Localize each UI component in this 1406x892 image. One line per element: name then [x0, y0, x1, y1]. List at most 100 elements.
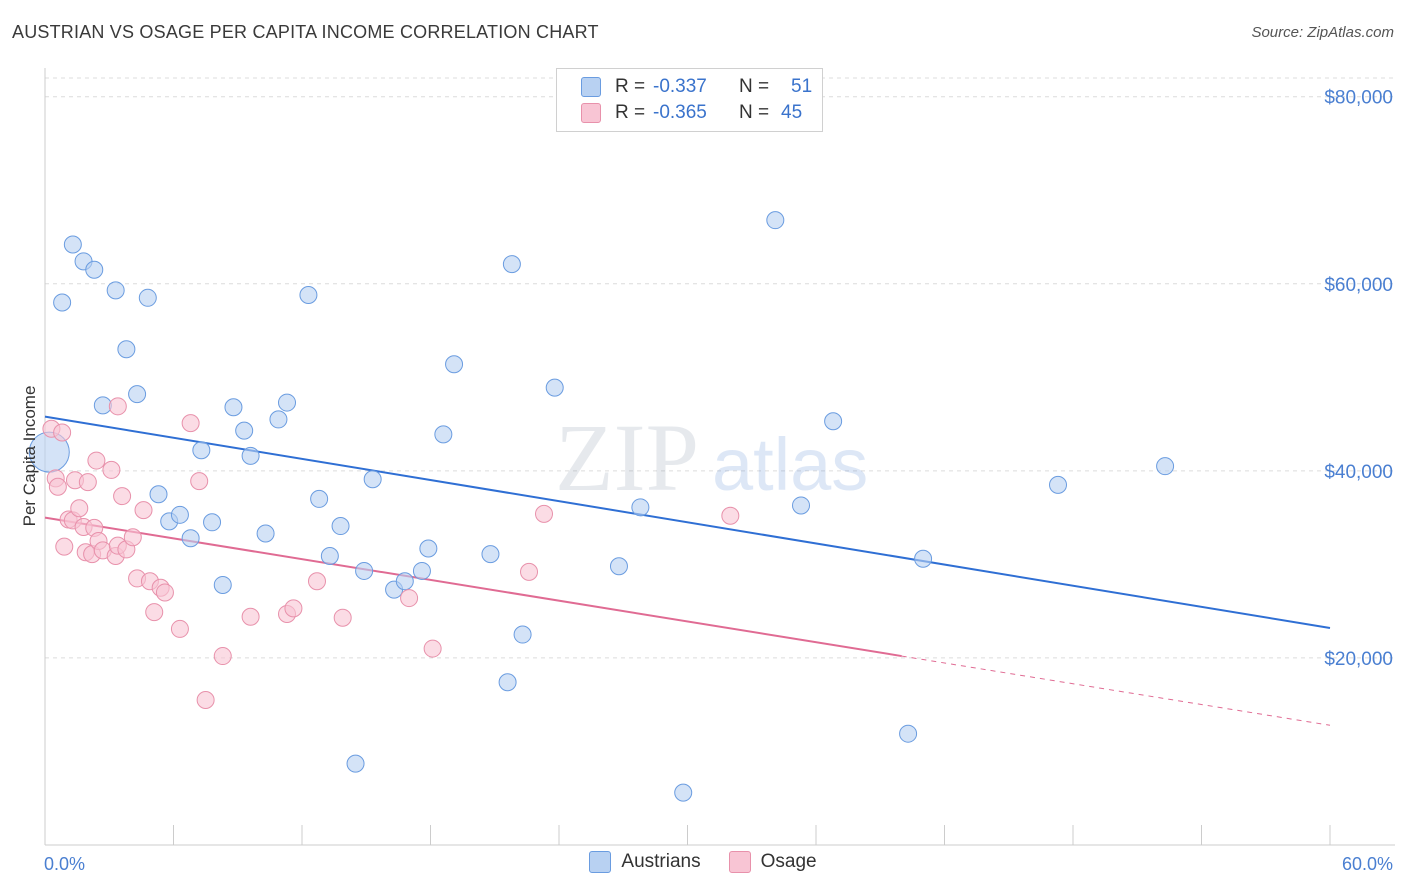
axis-labels: $20,000 $40,000 $60,000 $80,000 0.0% 60.0% Per… [20, 88, 1393, 874]
r-label: R = [615, 76, 646, 97]
austrians-point [320, 546, 339, 565]
source-label: Source: ZipAtlas.com [1251, 24, 1394, 41]
y-tick-label: $20,000 [1324, 649, 1393, 670]
osage-point [196, 691, 215, 710]
austrians-point [513, 625, 532, 644]
gridlines [45, 77, 1395, 659]
austrians-point [63, 235, 82, 254]
y-tick-label: $60,000 [1324, 275, 1393, 296]
osage-point [520, 562, 539, 581]
osage-point [48, 477, 67, 496]
austrians-point [128, 385, 147, 404]
osage-point [102, 460, 121, 479]
series-legend: Austrians Osage [0, 851, 1406, 873]
austrians-point [299, 286, 318, 305]
austrians-point [256, 524, 275, 543]
austrians-point [498, 673, 517, 692]
osage-point [78, 473, 97, 492]
austrians-point [269, 410, 288, 429]
n-value: 51 [791, 76, 813, 97]
austrians-point [224, 398, 243, 417]
osage-point [400, 589, 419, 608]
x-tick-label-min: 0.0% [44, 854, 85, 874]
legend-row-austrians: R = -0.337 N = 51 [581, 74, 812, 100]
osage-point [284, 599, 303, 618]
austrians-point [53, 293, 72, 312]
legend-row-osage: R = -0.365 N = 45 [581, 100, 802, 126]
chart-title: AUSTRIAN VS OSAGE PER CAPITA INCOME CORR… [12, 22, 599, 42]
osage-point [55, 537, 74, 556]
osage-legend-swatch [728, 851, 751, 873]
osage-point [87, 451, 106, 470]
austrians-trend-line [44, 415, 1331, 629]
austrians-point [445, 355, 464, 374]
osage-point [155, 583, 174, 602]
austrians-point [481, 545, 500, 564]
osage-trend-extension [901, 655, 1331, 726]
r-label: R = [615, 102, 646, 123]
osage-point [213, 647, 232, 666]
osage-point [423, 639, 442, 658]
osage-point [53, 423, 72, 442]
legend-item-osage[interactable]: Osage [728, 851, 817, 873]
watermark: ZIP atlas [555, 404, 868, 511]
austrians-point [609, 557, 628, 576]
austrians-point [310, 489, 329, 508]
osage-trend-line [44, 516, 902, 658]
y-axis-label: Per Capita Income [20, 386, 39, 527]
austrians-point [192, 441, 211, 460]
austrians-point [545, 378, 564, 397]
austrians-point [412, 561, 431, 580]
austrians-point [792, 496, 811, 515]
osage-point [190, 472, 209, 491]
osage-point [307, 572, 326, 591]
r-value: -0.365 [653, 102, 707, 123]
osage-swatch [581, 103, 601, 123]
osage-point [70, 499, 89, 518]
austrians-swatch [581, 77, 601, 97]
austrians-point [138, 288, 157, 307]
y-tick-label: $40,000 [1324, 462, 1393, 483]
austrians-point [1049, 475, 1068, 494]
austrians-point [331, 517, 350, 536]
r-value: -0.337 [653, 76, 707, 97]
watermark-zip: ZIP [555, 404, 699, 511]
austrians-point [1156, 457, 1175, 476]
austrians-legend-swatch [589, 851, 612, 873]
data-points [28, 211, 1175, 802]
austrians-point [278, 393, 297, 412]
osage-point [181, 414, 200, 433]
osage-point [535, 504, 554, 523]
austrians-point [363, 470, 382, 489]
austrians-point [346, 754, 365, 773]
austrians-point [502, 255, 521, 274]
n-label: N = [739, 102, 770, 123]
austrians-point [117, 340, 136, 359]
legend-item-austrians[interactable]: Austrians [589, 851, 701, 873]
osage-point [333, 608, 352, 627]
n-value: 45 [781, 102, 803, 123]
austrians-point [241, 446, 260, 465]
austrians-point [106, 281, 125, 300]
austrians-point [824, 412, 843, 431]
osage-legend-label: Osage [760, 851, 817, 872]
osage-point [113, 487, 132, 506]
osage-point [170, 619, 189, 638]
x-tick-label-max: 60.0% [1342, 854, 1393, 874]
austrians-point [213, 575, 232, 594]
austrians-point [631, 498, 650, 517]
austrians-point [203, 513, 222, 532]
n-label: N = [739, 76, 770, 97]
osage-point [145, 603, 164, 622]
austrians-point [149, 485, 168, 504]
austrians-point [355, 561, 374, 580]
austrians-point [85, 260, 104, 279]
austrians-point [93, 396, 112, 415]
austrians-legend-label: Austrians [621, 851, 701, 872]
watermark-atlas: atlas [712, 423, 868, 506]
austrians-point [170, 505, 189, 524]
austrians-point [899, 724, 918, 743]
osage-point [108, 397, 127, 416]
osage-point [241, 607, 260, 626]
